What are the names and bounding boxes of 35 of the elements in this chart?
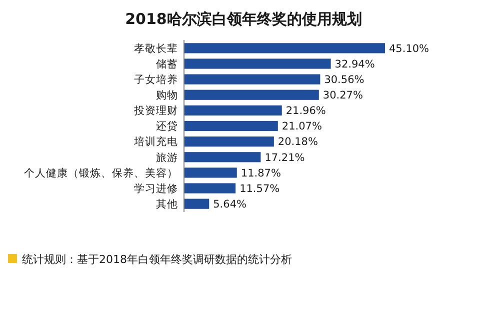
bar bbox=[184, 90, 319, 100]
bar bbox=[184, 120, 278, 132]
y-tick-label: 个人健康（锻炼、保养、美容） bbox=[24, 166, 178, 180]
data-label: 5.64% bbox=[213, 198, 247, 211]
bar bbox=[184, 152, 261, 162]
data-label: 30.56% bbox=[324, 74, 364, 86]
bar bbox=[184, 74, 320, 84]
data-label: 11.57% bbox=[240, 182, 280, 195]
y-tick-label: 其他 bbox=[156, 198, 178, 211]
bar bbox=[184, 168, 237, 178]
data-label: 45.10% bbox=[389, 42, 430, 55]
data-label: 17.21% bbox=[264, 152, 305, 164]
data-label: 11.87% bbox=[240, 167, 281, 180]
text: 统计规则：基于2018年白领年终奖调研数据的统计分析 bbox=[22, 253, 292, 266]
y-tick-label: 子女培养 bbox=[134, 72, 178, 86]
y-tick-label: 旅游 bbox=[156, 150, 178, 164]
y-tick-label: 购物 bbox=[156, 90, 178, 102]
bar bbox=[184, 43, 385, 54]
y-tick-label: 孝敬长辈 bbox=[134, 42, 178, 55]
bar bbox=[184, 198, 210, 209]
y-tick-label: 投资理财 bbox=[133, 104, 178, 118]
bar bbox=[184, 183, 236, 194]
bar bbox=[184, 136, 274, 147]
data-label: 30.27% bbox=[322, 90, 363, 102]
bar bbox=[184, 58, 331, 69]
data-label: 20.18% bbox=[278, 136, 318, 148]
data-label: 32.94% bbox=[334, 58, 375, 70]
y-tick-label: 学习进修 bbox=[134, 182, 178, 195]
y-tick-label: 还贷 bbox=[156, 120, 178, 133]
bar bbox=[184, 105, 282, 116]
data-label: 21.96% bbox=[286, 105, 326, 118]
chart-title: 2018哈尔滨白领年终奖的使用规划 bbox=[125, 10, 362, 28]
y-tick-label: 储蓄 bbox=[156, 57, 178, 70]
data-label: 21.07% bbox=[282, 120, 322, 133]
y-tick-label: 培训充电 bbox=[133, 135, 178, 148]
